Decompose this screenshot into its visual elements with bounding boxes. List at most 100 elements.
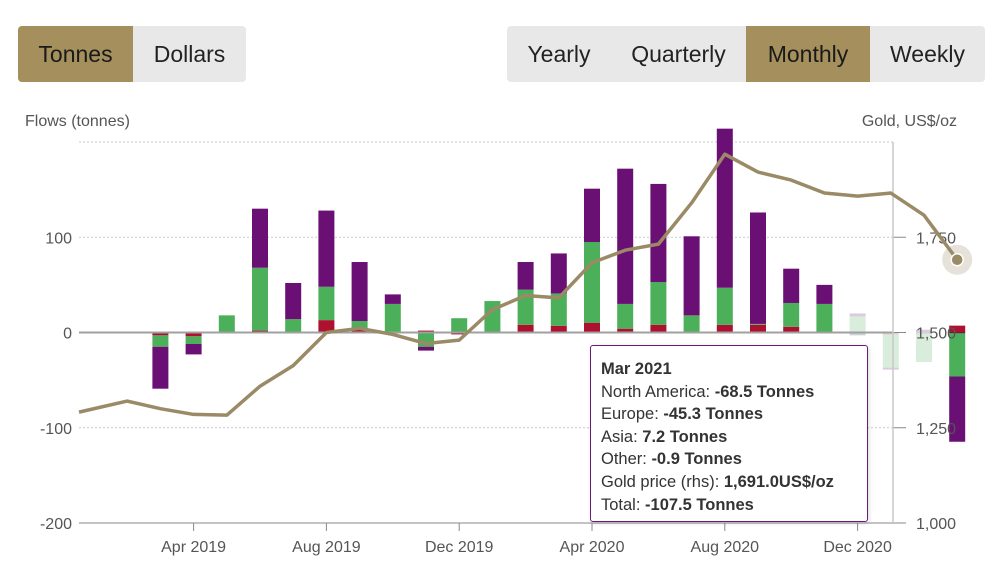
bar-segment <box>683 315 700 332</box>
bar-segment <box>949 376 966 442</box>
dollars-button[interactable]: Dollars <box>153 40 226 67</box>
bar-segment <box>185 343 202 355</box>
bar-segment <box>418 346 434 351</box>
tooltip-row-other: Other: -0.9 Tonnes <box>601 448 857 471</box>
tooltip-label: Gold price (rhs): <box>601 472 724 491</box>
tooltip-value: -68.5 Tonnes <box>714 382 815 401</box>
bar-segment <box>550 325 567 333</box>
x-tick-label: Dec 2019 <box>425 539 494 556</box>
bar-segment <box>916 333 932 363</box>
x-tick-label: Aug 2020 <box>691 539 760 556</box>
yearly-button[interactable]: Yearly <box>527 40 591 67</box>
bar-segment <box>152 333 169 336</box>
bar-segment <box>550 253 567 294</box>
bar-segment <box>351 328 368 333</box>
bar-segment <box>650 282 667 325</box>
bar-segment <box>617 168 634 304</box>
bar-segment <box>517 262 534 290</box>
tooltip-row-north-america: North America: -68.5 Tonnes <box>601 381 857 404</box>
bar-segment <box>949 333 966 377</box>
bar-segment <box>783 302 800 327</box>
bar-segment <box>882 367 899 370</box>
x-tick-label: Apr 2019 <box>161 539 226 556</box>
bar-segment <box>584 322 600 332</box>
units-toggle: Tonnes Dollars <box>18 26 246 82</box>
bar-segment <box>285 282 302 320</box>
tooltip-title: Mar 2021 <box>601 360 672 378</box>
bar-segment <box>152 335 169 347</box>
bar-segment <box>617 328 634 333</box>
monthly-button[interactable]: Monthly <box>746 26 870 82</box>
bar-segment <box>716 324 733 332</box>
tooltip-row-asia: Asia: 7.2 Tonnes <box>601 426 857 449</box>
bar-segment <box>584 242 600 323</box>
bar-segment <box>218 315 235 333</box>
bar-segment <box>750 323 766 325</box>
bar-segment <box>517 324 534 332</box>
bar-segment <box>882 334 899 368</box>
bar-segment <box>849 316 866 333</box>
bar-segment <box>252 208 268 268</box>
bar-segment <box>617 303 634 329</box>
bar-segment <box>716 128 733 288</box>
x-tick-label: Apr 2020 <box>560 539 625 556</box>
bar-segment <box>384 294 401 304</box>
tonnes-button[interactable]: Tonnes <box>18 26 133 82</box>
bar-segment <box>750 212 766 324</box>
bar-segment <box>285 319 302 332</box>
bar-segment <box>683 236 700 316</box>
bar-segment <box>750 324 766 333</box>
bar-segment <box>351 262 368 322</box>
tooltip-value: -0.9 Tonnes <box>651 450 742 469</box>
bar-segment <box>318 286 335 321</box>
bar-segment <box>650 183 667 283</box>
bar-segment <box>185 333 202 337</box>
data-tooltip: Mar 2021 North America: -68.5 Tonnes Eur… <box>590 345 868 522</box>
tooltip-value: 1,691.0US$/oz <box>723 472 834 491</box>
highlight-point <box>950 252 964 267</box>
bar-segment <box>351 321 368 329</box>
bar-segment <box>318 320 335 333</box>
tooltip-label: North America: <box>601 382 715 401</box>
tooltip-value: -45.3 Tonnes <box>663 405 764 424</box>
bar-segment <box>849 332 866 336</box>
y-left-tick-label: 0 <box>63 326 72 343</box>
bar-segment <box>152 346 169 389</box>
x-tick-label: Dec 2020 <box>823 539 892 556</box>
y-right-tick-label: 1,250 <box>916 421 956 438</box>
bar-segment <box>783 268 800 303</box>
bar-segment <box>816 303 833 333</box>
bar-segment <box>550 293 567 326</box>
y-left-tick-label: -200 <box>40 516 72 533</box>
bar-segment <box>584 188 600 243</box>
bar-segment <box>185 336 202 344</box>
bar-segment <box>451 318 468 333</box>
tooltip-value: 7.2 Tonnes <box>642 427 728 446</box>
gold-price-line-group <box>78 152 973 417</box>
bar-segment <box>384 303 401 332</box>
bar-segment <box>318 210 335 287</box>
y-left-tick-label: -100 <box>40 421 72 438</box>
quarterly-button[interactable]: Quarterly <box>631 40 726 67</box>
y-axis-left-label: Flows (tonnes) <box>25 113 130 130</box>
bar-segment <box>949 325 966 333</box>
tooltip-value: -107.5 Tonnes <box>645 495 754 514</box>
tooltip-row-gold-price: Gold price (rhs): 1,691.0US$/oz <box>601 471 857 494</box>
y-axis-right-label: Gold, US$/oz <box>862 113 957 130</box>
tooltip-label: Other: <box>601 450 652 469</box>
x-tick-label: Aug 2019 <box>292 539 361 556</box>
bar-segment <box>650 324 667 332</box>
bar-segment <box>816 284 833 304</box>
bar-segment <box>916 329 932 333</box>
period-toggle: Yearly Quarterly Monthly Weekly <box>507 26 985 82</box>
tooltip-label: Total: <box>601 495 646 514</box>
y-right-tick-label: 1,500 <box>916 326 956 343</box>
y-left-tick-label: 100 <box>45 230 72 247</box>
weekly-button[interactable]: Weekly <box>890 40 965 67</box>
bar-segment <box>949 332 966 334</box>
tooltip-row-europe: Europe: -45.3 Tonnes <box>601 403 857 426</box>
bar-segment <box>783 326 800 333</box>
tooltip-label: Asia: <box>601 427 643 446</box>
